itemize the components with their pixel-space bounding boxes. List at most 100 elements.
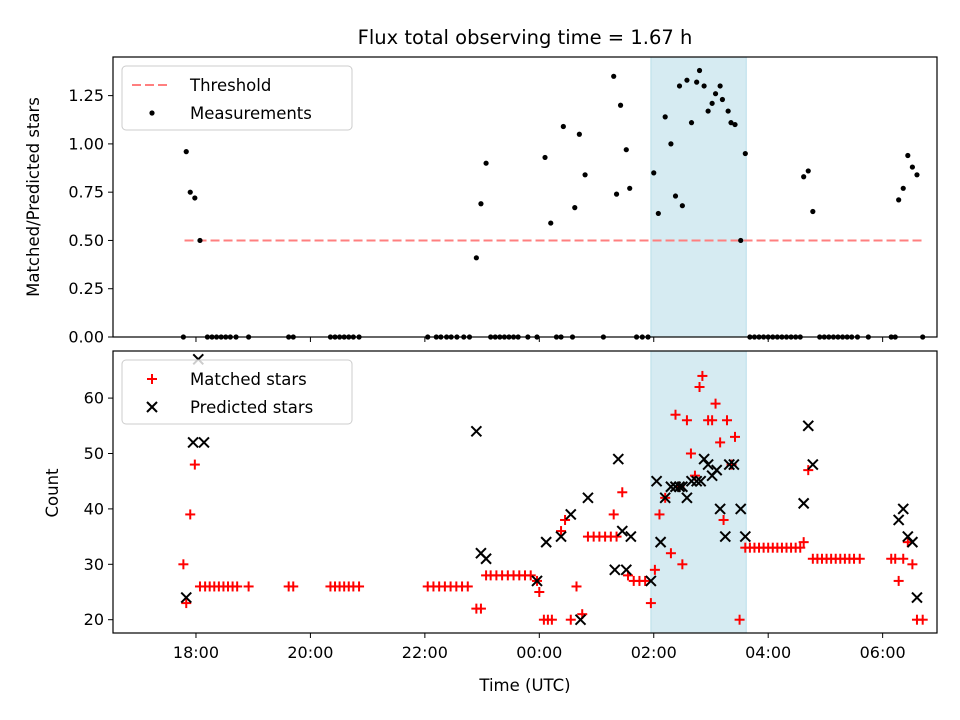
y-tick-label: 0.50 [68, 231, 104, 250]
top-axes-frame [112, 56, 938, 338]
matched-star-marker [803, 465, 814, 476]
predicted-star-marker [702, 458, 714, 471]
measurement-point [576, 131, 582, 137]
measurement-point [679, 203, 685, 209]
top-legend: Threshold Measurements [121, 65, 353, 131]
predicted-star-marker [665, 481, 677, 493]
measurement-point [684, 77, 690, 83]
measurement-point [696, 67, 703, 74]
measurement-point [183, 149, 189, 155]
measurement-point [705, 108, 711, 114]
legend-measurement-swatch [149, 110, 155, 116]
matched-star-marker [181, 598, 192, 609]
y-tick-label: 50 [84, 444, 104, 463]
legend-entry-label: Measurements [190, 104, 312, 123]
matched-star-marker [565, 614, 576, 625]
observing-interval-shade [650, 56, 747, 338]
measurement-point [668, 141, 674, 147]
top-panel: 0.00 0.25 0.50 0.75 1.00 1.25 Threshold Measure… [68, 56, 938, 347]
predicted-star-marker [694, 475, 707, 487]
matched-star-marker [734, 614, 745, 625]
measurement-point [709, 100, 715, 106]
measurement-point [672, 193, 679, 199]
matched-star-marker [681, 415, 692, 426]
measurement-point [725, 108, 731, 114]
y-tick-label: 20 [84, 610, 104, 629]
predicted-star-marker [612, 453, 624, 465]
matched-star-marker [640, 575, 651, 586]
bottom-axes-frame [112, 350, 938, 634]
predicted-star-marker [470, 425, 483, 438]
predicted-star-marker [540, 536, 552, 548]
measurement-point [694, 79, 700, 85]
matched-star-marker [617, 487, 628, 498]
matched-star-marker [715, 437, 726, 448]
measurement-point [611, 73, 617, 79]
x-tick-label: 06:00 [860, 643, 906, 662]
measurement-point [582, 172, 588, 178]
measurement-point [896, 197, 902, 203]
matched-star-marker [710, 398, 721, 409]
predicted-star-marker [650, 475, 663, 487]
predicted-star-marker [625, 530, 637, 543]
predicted-star-marker [681, 492, 693, 504]
matched-star-marker [730, 431, 741, 442]
measurement-point [483, 160, 489, 166]
matched-star-marker [654, 509, 665, 520]
x-tick-label: 18:00 [173, 643, 219, 662]
predicted-star-marker [565, 508, 577, 521]
measurement-point [801, 174, 807, 180]
measurement-point [655, 210, 661, 217]
matched-star-marker [546, 614, 557, 625]
predicted-star-marker [710, 464, 723, 476]
measurement-point [742, 150, 748, 157]
matched-star-marker [685, 448, 696, 459]
bottom-y-axis-label: Count [43, 468, 62, 518]
measurement-point [719, 96, 726, 103]
predicted-star-marker [728, 458, 740, 471]
bottom-legend: Matched stars Predicted stars [121, 359, 353, 425]
measurement-point [623, 147, 629, 153]
measurement-point [909, 164, 915, 170]
matched-star-marker [354, 581, 365, 592]
bottom-panel: 20 30 40 50 60 18:00 20:00 22:00 00:00 02:00 04:00… [84, 350, 938, 662]
matched-star-marker [178, 559, 189, 570]
legend-entry-label: Threshold [189, 76, 271, 95]
matched-star-marker [645, 598, 656, 609]
matched-star-marker [185, 509, 196, 520]
matched-star-marker [462, 581, 473, 592]
matched-star-marker [649, 564, 660, 575]
x-axis-label: Time (UTC) [478, 676, 570, 695]
measurement-point [662, 114, 668, 120]
y-tick-label: 60 [84, 389, 104, 408]
predicted-star-marker [690, 475, 703, 487]
measurement-point [717, 83, 723, 89]
matched-star-marker [611, 531, 622, 542]
chart-title: Flux total observing time = 1.67 h [358, 26, 693, 49]
matched-star-marker [917, 614, 928, 625]
x-tick-label: 20:00 [287, 643, 333, 662]
predicted-star-marker [739, 530, 752, 543]
matched-star-marker [898, 553, 909, 564]
predicted-star-marker [198, 436, 210, 449]
matched-star-marker [232, 581, 243, 592]
predicted-star-marker [735, 503, 747, 515]
predicted-star-marker [897, 503, 909, 515]
y-tick-label: 0.25 [68, 279, 104, 298]
measurement-point [627, 185, 633, 191]
predicted-star-marker [654, 536, 667, 548]
predicted-star-marker [673, 481, 686, 493]
matched-star-marker [243, 581, 254, 592]
measurement-point [572, 205, 578, 211]
measurement-point [192, 195, 198, 201]
predicted-star-marker [620, 564, 632, 576]
matched-star-marker [798, 537, 809, 548]
matched-star-marker [534, 587, 545, 598]
predicted-star-marker [480, 553, 492, 565]
matched-star-marker [694, 382, 705, 393]
matched-star-marker [608, 509, 619, 520]
matched-star-marker [718, 514, 729, 525]
predicted-star-marker [676, 481, 689, 493]
predicted-star-marker [797, 497, 810, 510]
y-tick-label: 1.25 [68, 86, 104, 105]
